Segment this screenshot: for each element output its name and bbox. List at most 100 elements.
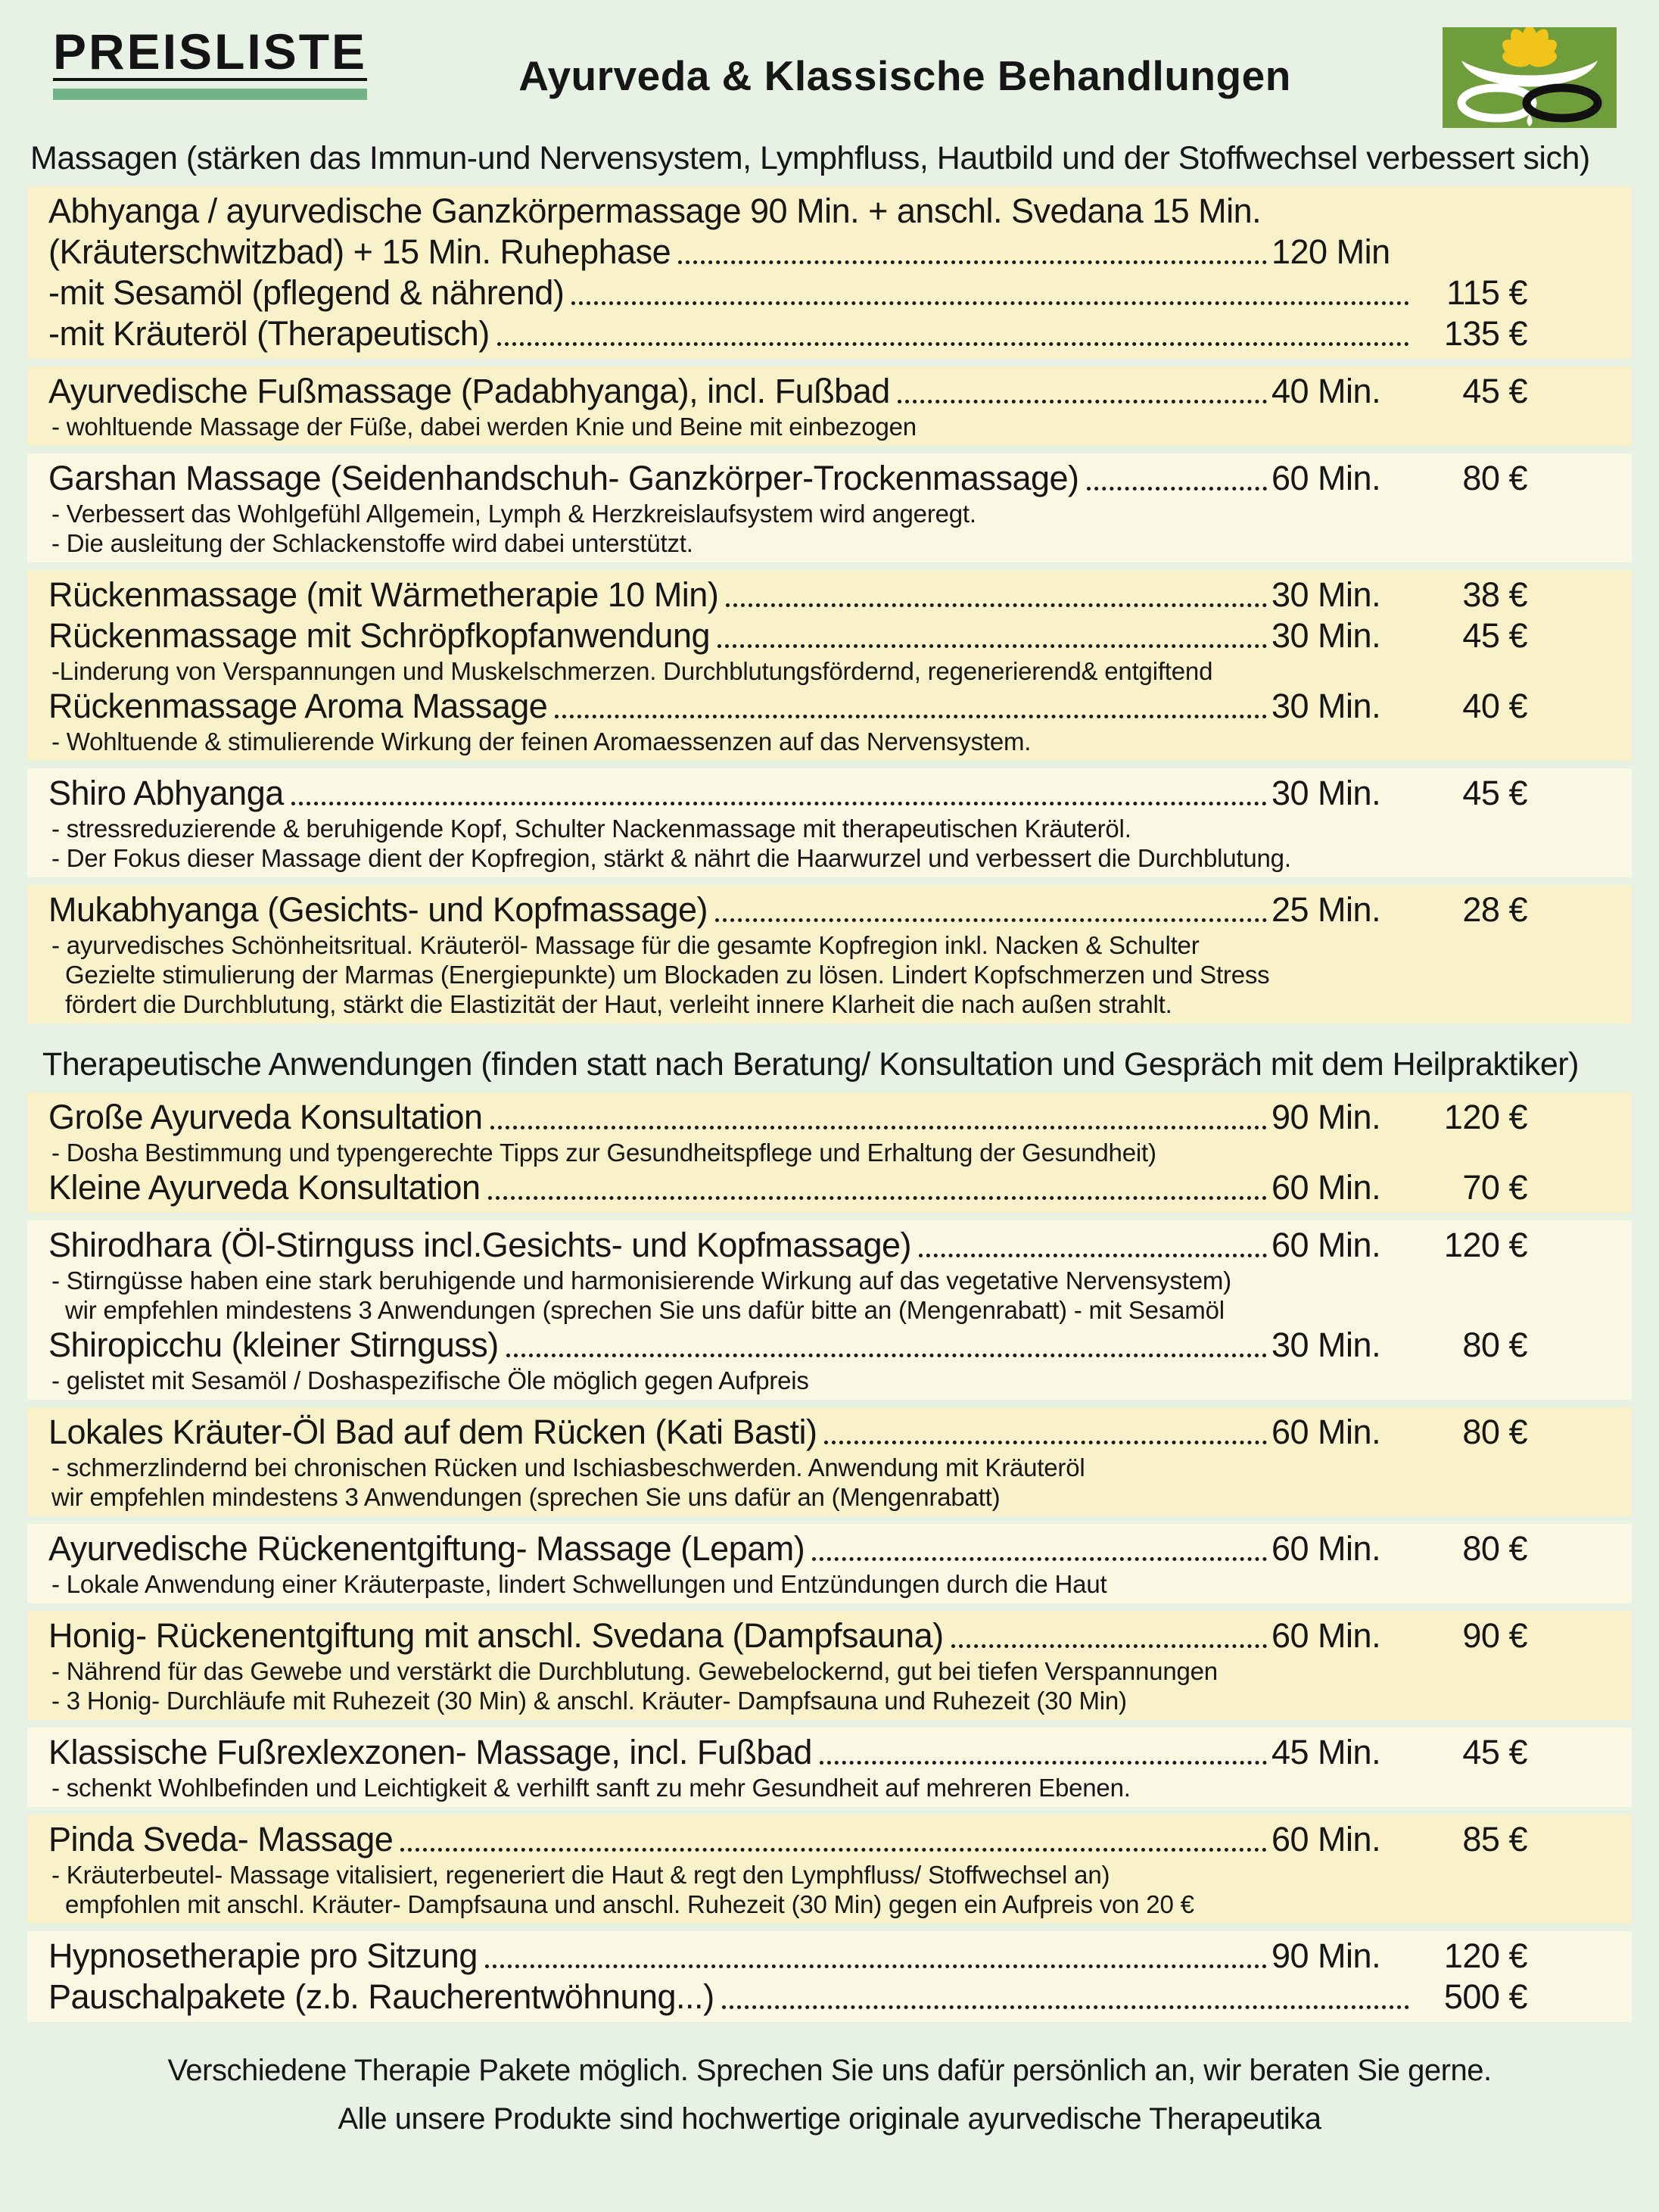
footer-line-2: Alle unsere Produkte sind hochwertige or…	[338, 2102, 1321, 2136]
treatment-row: Kleine Ayurveda Konsultation 60 Min. 70 €	[48, 1167, 1617, 1208]
price-cell: 120 €	[1443, 1098, 1528, 1136]
treatment-title: Mukabhyanga (Gesichts- und Kopfmassage)	[48, 890, 708, 929]
treatment-title: Shiro Abhyanga	[48, 774, 284, 812]
treatment-row: Rückenmassage Aroma Massage 30 Min. 40 €	[48, 686, 1617, 727]
dots-leader	[487, 1196, 1267, 1200]
price-block: Hypnosetherapie pro Sitzung 90 Min. 120 € P…	[27, 1931, 1632, 2022]
duration-cell: 60 Min.	[1271, 459, 1381, 497]
dots-leader	[721, 2005, 1409, 2009]
description-line: - ayurvedisches Schönheitsritual. Kräute…	[51, 931, 1200, 959]
price-cell: 45 €	[1462, 1733, 1527, 1771]
dots-leader	[897, 400, 1267, 403]
duration-cell: 30 Min.	[1271, 687, 1381, 725]
preisliste-title: PREISLISTE	[53, 23, 368, 79]
treatment-row: Abhyanga / ayurvedische Ganzkörpermassag…	[48, 191, 1617, 232]
description-line: - schenkt Wohlbefinden und Leichtigkeit …	[51, 1774, 1131, 1802]
price-cell: 120 €	[1443, 1936, 1528, 1975]
duration-cell: 60 Min.	[1271, 1226, 1381, 1264]
treatment-title: Honig- Rückenentgiftung mit anschl. Sved…	[48, 1616, 944, 1655]
treatment-title: Garshan Massage (Seidenhandschuh- Ganzkö…	[48, 459, 1079, 497]
price-cell: 28 €	[1462, 890, 1527, 929]
description-line: - 3 Honig- Durchläufe mit Ruhezeit (30 M…	[51, 1687, 1127, 1715]
duration-cell: 30 Min.	[1271, 1326, 1381, 1364]
treatment-row: Shiropicchu (kleiner Stirnguss) 30 Min. 80…	[48, 1325, 1617, 1366]
price-cell: 80 €	[1462, 459, 1527, 497]
description-line: Gezielte stimulierung der Marmas (Energi…	[65, 961, 1270, 989]
dots-leader	[951, 1644, 1267, 1648]
treatment-title: Pauschalpakete (z.b. Raucherentwöhnung..…	[48, 1977, 714, 2016]
treatment-row: Garshan Massage (Seidenhandschuh- Ganzkö…	[48, 458, 1617, 499]
description-line: -Linderung von Verspannungen und Muskels…	[51, 657, 1213, 685]
treatment-row: Shirodhara (Öl-Stirnguss incl.Gesichts- …	[48, 1225, 1617, 1266]
dots-leader	[555, 715, 1267, 718]
price-cell: 45 €	[1462, 616, 1527, 655]
treatment-row: Ayurvedische Fußmassage (Padabhyanga), i…	[48, 371, 1617, 412]
treatment-title: -mit Kräuteröl (Therapeutisch)	[48, 314, 490, 353]
treatment-row: -mit Sesamöl (pflegend & nährend) 115 €	[48, 273, 1617, 313]
treatment-row: Pinda Sveda- Massage 60 Min. 85 €	[48, 1819, 1617, 1860]
preisliste-badge: PREISLISTE	[53, 23, 368, 101]
price-cell: 120 €	[1443, 1226, 1528, 1264]
page-header: PREISLISTE Ayurveda & Klassische Behandl…	[0, 0, 1659, 131]
price-block: Ayurvedische Fußmassage (Padabhyanga), i…	[27, 366, 1632, 446]
duration-cell: 30 Min.	[1271, 774, 1381, 812]
price-cell: 500 €	[1443, 1977, 1528, 2016]
description-line: - wohltuende Massage der Füße, dabei wer…	[51, 413, 917, 441]
duration-cell: 25 Min.	[1271, 890, 1381, 929]
description-line: - stressreduzierende & beruhigende Kopf,…	[51, 815, 1131, 843]
treatment-row: Shiro Abhyanga 30 Min. 45 €	[48, 773, 1617, 814]
treatment-title: Shirodhara (Öl-Stirnguss incl.Gesichts- …	[48, 1226, 912, 1264]
treatment-row: Pauschalpakete (z.b. Raucherentwöhnung..…	[48, 1977, 1617, 2017]
price-block: Pinda Sveda- Massage 60 Min. 85 € - Kräuter…	[27, 1815, 1632, 1924]
treatment-row: (Kräuterschwitzbad) + 15 Min. Ruhephase 1…	[48, 232, 1617, 273]
price-block: Große Ayurveda Konsultation 90 Min. 120 € -…	[27, 1092, 1632, 1213]
price-cell: 38 €	[1462, 575, 1527, 614]
treatment-title: Pinda Sveda- Massage	[48, 1820, 394, 1858]
description-line: - gelistet mit Sesamöl / Doshaspezifisch…	[51, 1366, 809, 1394]
treatment-row: Rückenmassage mit Schröpfkopfanwendung 3…	[48, 615, 1617, 656]
treatment-title: Klassische Fußrexlexzonen- Massage, incl…	[48, 1733, 812, 1771]
dots-leader	[400, 1848, 1267, 1852]
description-line: - Lokale Anwendung einer Kräuterpaste, l…	[51, 1570, 1107, 1598]
description-line: - Kräuterbeutel- Massage vitalisiert, re…	[51, 1861, 1110, 1889]
page-title: Ayurveda & Klassische Behandlungen	[518, 52, 1291, 99]
description-line: - Dosha Bestimmung und typengerechte Tip…	[51, 1139, 1156, 1167]
duration-cell: 60 Min.	[1271, 1168, 1381, 1207]
dots-leader	[506, 1354, 1267, 1357]
description-line: - Stirngüsse haben eine stark beruhigend…	[51, 1266, 1231, 1294]
dots-leader	[678, 260, 1267, 264]
treatment-title: Rückenmassage Aroma Massage	[48, 687, 548, 725]
treatment-title: Rückenmassage (mit Wärmetherapie 10 Min)	[48, 575, 719, 614]
duration-cell: 90 Min.	[1271, 1936, 1381, 1975]
description-line: - Wohltuende & stimulierende Wirkung der…	[51, 727, 1032, 756]
duration-cell: 60 Min.	[1271, 1529, 1381, 1568]
footer-line-1: Verschiedene Therapie Pakete möglich. Sp…	[167, 2054, 1492, 2087]
treatment-title: Ayurvedische Rückenentgiftung- Massage (…	[48, 1529, 805, 1568]
price-cell: 135 €	[1443, 314, 1528, 353]
description-line: wir empfehlen mindestens 3 Anwendungen (…	[65, 1296, 1225, 1324]
price-block: Garshan Massage (Seidenhandschuh- Ganzkö…	[27, 453, 1632, 562]
price-cell: 85 €	[1462, 1820, 1527, 1858]
treatment-title: Rückenmassage mit Schröpfkopfanwendung	[48, 616, 711, 655]
price-block: Klassische Fußrexlexzonen- Massage, incl…	[27, 1728, 1632, 1807]
treatment-row: Große Ayurveda Konsultation 90 Min. 120 €	[48, 1097, 1617, 1138]
price-cell: 80 €	[1462, 1413, 1527, 1451]
description-line: fördert die Durchblutung, stärkt die Ela…	[65, 990, 1172, 1018]
description-line: empfohlen mit anschl. Kräuter- Dampfsaun…	[65, 1890, 1194, 1918]
lotus-infinity-logo-icon	[1443, 27, 1617, 128]
description-line: - Der Fokus dieser Massage dient der Kop…	[51, 844, 1291, 872]
price-block: Mukabhyanga (Gesichts- und Kopfmassage) 2…	[27, 885, 1632, 1023]
dots-leader	[812, 1557, 1267, 1561]
price-cell: 115 €	[1446, 273, 1527, 312]
duration-cell: 60 Min.	[1271, 1616, 1381, 1655]
dots-leader	[490, 1126, 1267, 1129]
description-line: wir empfehlen mindestens 3 Anwendungen (…	[51, 1483, 1001, 1511]
dots-leader	[714, 918, 1267, 922]
dots-leader	[717, 644, 1267, 648]
price-block: Honig- Rückenentgiftung mit anschl. Sved…	[27, 1611, 1632, 1720]
price-cell: 80 €	[1462, 1529, 1527, 1568]
treatment-row: Ayurvedische Rückenentgiftung- Massage (…	[48, 1528, 1617, 1569]
duration-cell: 120 Min	[1271, 232, 1390, 271]
badge-underline	[53, 89, 368, 101]
dots-leader	[484, 1964, 1267, 1968]
